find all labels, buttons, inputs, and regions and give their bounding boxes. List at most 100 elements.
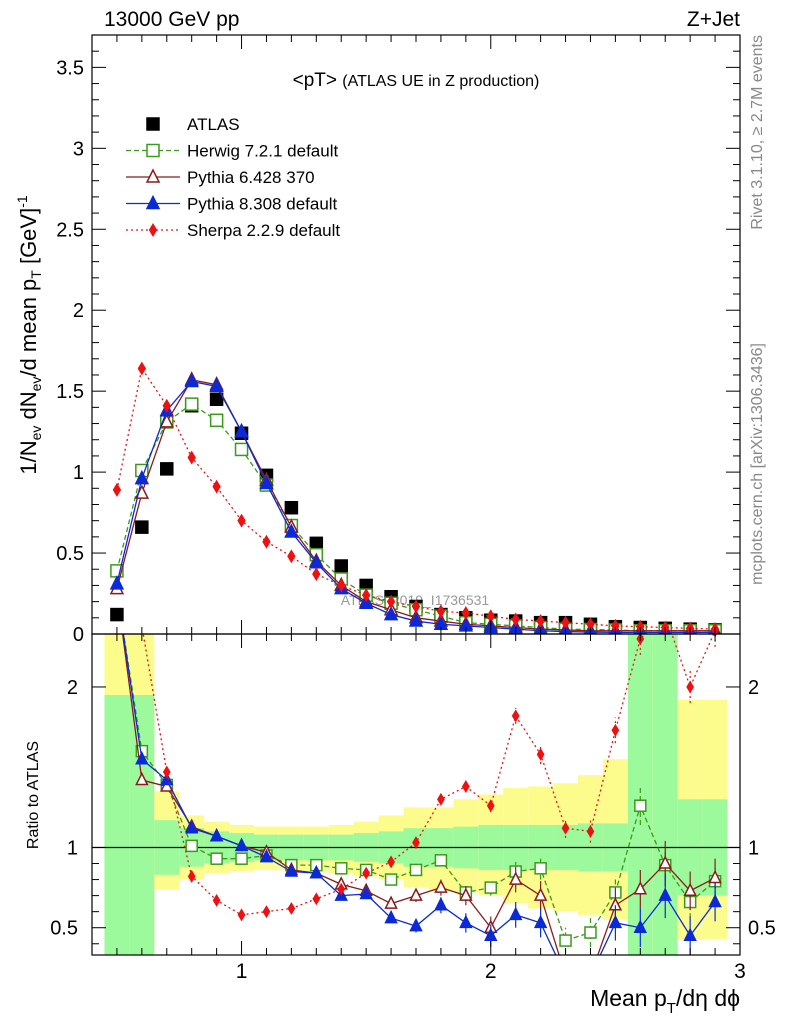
ratio-point-sherpa [611, 723, 620, 737]
legend-label-pythia6: Pythia 6.428 370 [187, 168, 315, 187]
series-line-sherpa [116, 366, 716, 630]
top-y-tick-label: 0 [73, 624, 84, 646]
ratio-y-tick-label-left: 1 [67, 837, 78, 859]
ratio-point-sherpa [412, 836, 420, 850]
ratio-series [121, 609, 722, 980]
top-y-tick-label: 0.5 [56, 543, 84, 565]
ratio-y-tick-label-right: 0.5 [748, 918, 776, 940]
ratio-point-pythia6 [633, 881, 648, 895]
ratio-point-pythia8 [459, 914, 473, 929]
legend-entry-pythia6: Pythia 6.428 370 [126, 168, 315, 187]
data-point-sherpa [162, 398, 171, 413]
legend-marker-pythia8 [145, 194, 161, 210]
ratio-point-pythia8 [184, 820, 199, 834]
ratio-point-pythia8 [585, 969, 596, 980]
ratio-point-pythia8 [259, 848, 274, 863]
data-point-pythia8 [134, 469, 150, 485]
ratio-point-pythia8 [633, 919, 648, 933]
data-point-pythia8 [184, 372, 199, 388]
data-point-sherpa [137, 361, 147, 376]
legend-label-atlas: ATLAS [187, 115, 240, 134]
ratio-point-herwig [334, 862, 348, 875]
ratio-point-sherpa [212, 893, 221, 907]
ratio-point-pythia8 [359, 885, 373, 900]
ratio-point-pythia8 [309, 864, 324, 879]
top-y-tick-label: 1.5 [56, 381, 84, 403]
ratio-point-pythia8 [708, 893, 722, 908]
ratio-point-sherpa [561, 821, 570, 835]
ratio-point-pythia8 [234, 837, 249, 852]
legend-label-herwig: Herwig 7.2.1 default [187, 142, 338, 161]
ratio-point-pythia6 [585, 969, 596, 980]
ratio-point-pythia8 [533, 914, 548, 929]
ratio-point-herwig [634, 799, 647, 812]
data-point-sherpa [461, 605, 471, 620]
ratio-point-sherpa [511, 709, 520, 723]
ratio-point-herwig [185, 839, 198, 853]
ratio-series-pythia8 [122, 634, 722, 980]
ratio-point-herwig [559, 934, 572, 947]
ratio-point-sherpa [287, 901, 296, 915]
ratio-y-tick-label-left: 0.5 [50, 918, 78, 940]
ratio-point-herwig [409, 863, 423, 877]
legend-entry-atlas: ATLAS [146, 115, 240, 134]
ratio-point-pythia8 [658, 887, 672, 901]
legend-label-pythia8: Pythia 8.308 default [187, 195, 338, 214]
ratio-point-sherpa [262, 905, 271, 919]
ratio-point-sherpa [461, 780, 470, 793]
uncertainty-bands [104, 634, 728, 955]
ratio-point-pythia8 [209, 828, 224, 842]
data-point-pythia8 [408, 612, 424, 627]
data-point-sherpa [212, 479, 221, 494]
ratio-y-tick-label-right: 2 [748, 677, 759, 699]
ratio-point-pythia6 [708, 869, 722, 884]
ratio-point-pythia8 [683, 927, 697, 941]
top-y-tick-label: 3.5 [56, 57, 84, 79]
header-process-label: Z+Jet [687, 8, 740, 31]
ratio-point-sherpa [312, 892, 321, 906]
ratio-point-sherpa [162, 765, 171, 779]
ratio-point-herwig [235, 852, 248, 865]
data-point-sherpa [337, 578, 346, 593]
svg-text:1/Nev dNev/d mean pT [GeV]-1: 1/Nev dNev/d mean pT [GeV]-1 [14, 195, 44, 475]
ratio-point-sherpa [536, 747, 545, 761]
top-y-tick-label: 1 [73, 462, 84, 484]
ratio-point-pythia6 [560, 969, 571, 980]
xlabel: Mean pT/dη dϕ [590, 985, 740, 1017]
ratio-point-sherpa [387, 855, 395, 869]
data-point-pythia8 [383, 605, 399, 621]
ratio-point-sherpa [662, 609, 669, 620]
header-collision-label: 13000 GeV pp [104, 8, 239, 31]
legend-marker-sherpa [148, 223, 158, 237]
ratio-point-herwig [534, 862, 547, 875]
data-point-sherpa [436, 604, 446, 619]
data-point-sherpa [187, 450, 196, 465]
top-y-tick-label: 2.5 [56, 219, 84, 241]
ratio-point-sherpa [437, 792, 445, 806]
ratio-point-pythia8 [160, 771, 174, 786]
plot-title: <pT> (ATLAS UE in Z production) [293, 70, 540, 91]
x-tick-label: 3 [734, 960, 746, 983]
ratio-point-pythia6 [409, 887, 423, 901]
data-point-atlas [309, 536, 324, 551]
ratio-point-herwig [434, 854, 448, 867]
legend-label-sherpa: Sherpa 2.2.9 default [187, 221, 340, 240]
top-y-tick-label: 2 [73, 300, 84, 322]
ratio-point-pythia8 [508, 906, 523, 921]
data-point-atlas [209, 392, 224, 407]
ratio-point-pythia6 [135, 771, 149, 786]
axes: 1 2 3 0 0.5 1 1.5 2 2.5 3 3.5 0.5 0.5 1 1 2 2 [50, 34, 776, 983]
ratio-y-tick-label-left: 2 [67, 677, 78, 699]
top-ylabel: 1/Nev dNev/d mean pT [GeV]-1 [14, 195, 44, 475]
ratio-point-herwig [584, 926, 597, 939]
ratio-point-sherpa [686, 680, 695, 694]
legend-marker-herwig [146, 143, 160, 158]
ratio-point-herwig [210, 852, 223, 865]
legend-entry-herwig: Herwig 7.2.1 default [126, 142, 338, 161]
x-tick-label: 1 [236, 960, 248, 983]
ratio-point-pythia8 [484, 927, 498, 941]
data-point-herwig [234, 442, 249, 457]
ratio-point-sherpa [486, 799, 495, 813]
ratio-point-pythia6 [384, 895, 398, 909]
data-point-pythia8 [259, 474, 274, 490]
